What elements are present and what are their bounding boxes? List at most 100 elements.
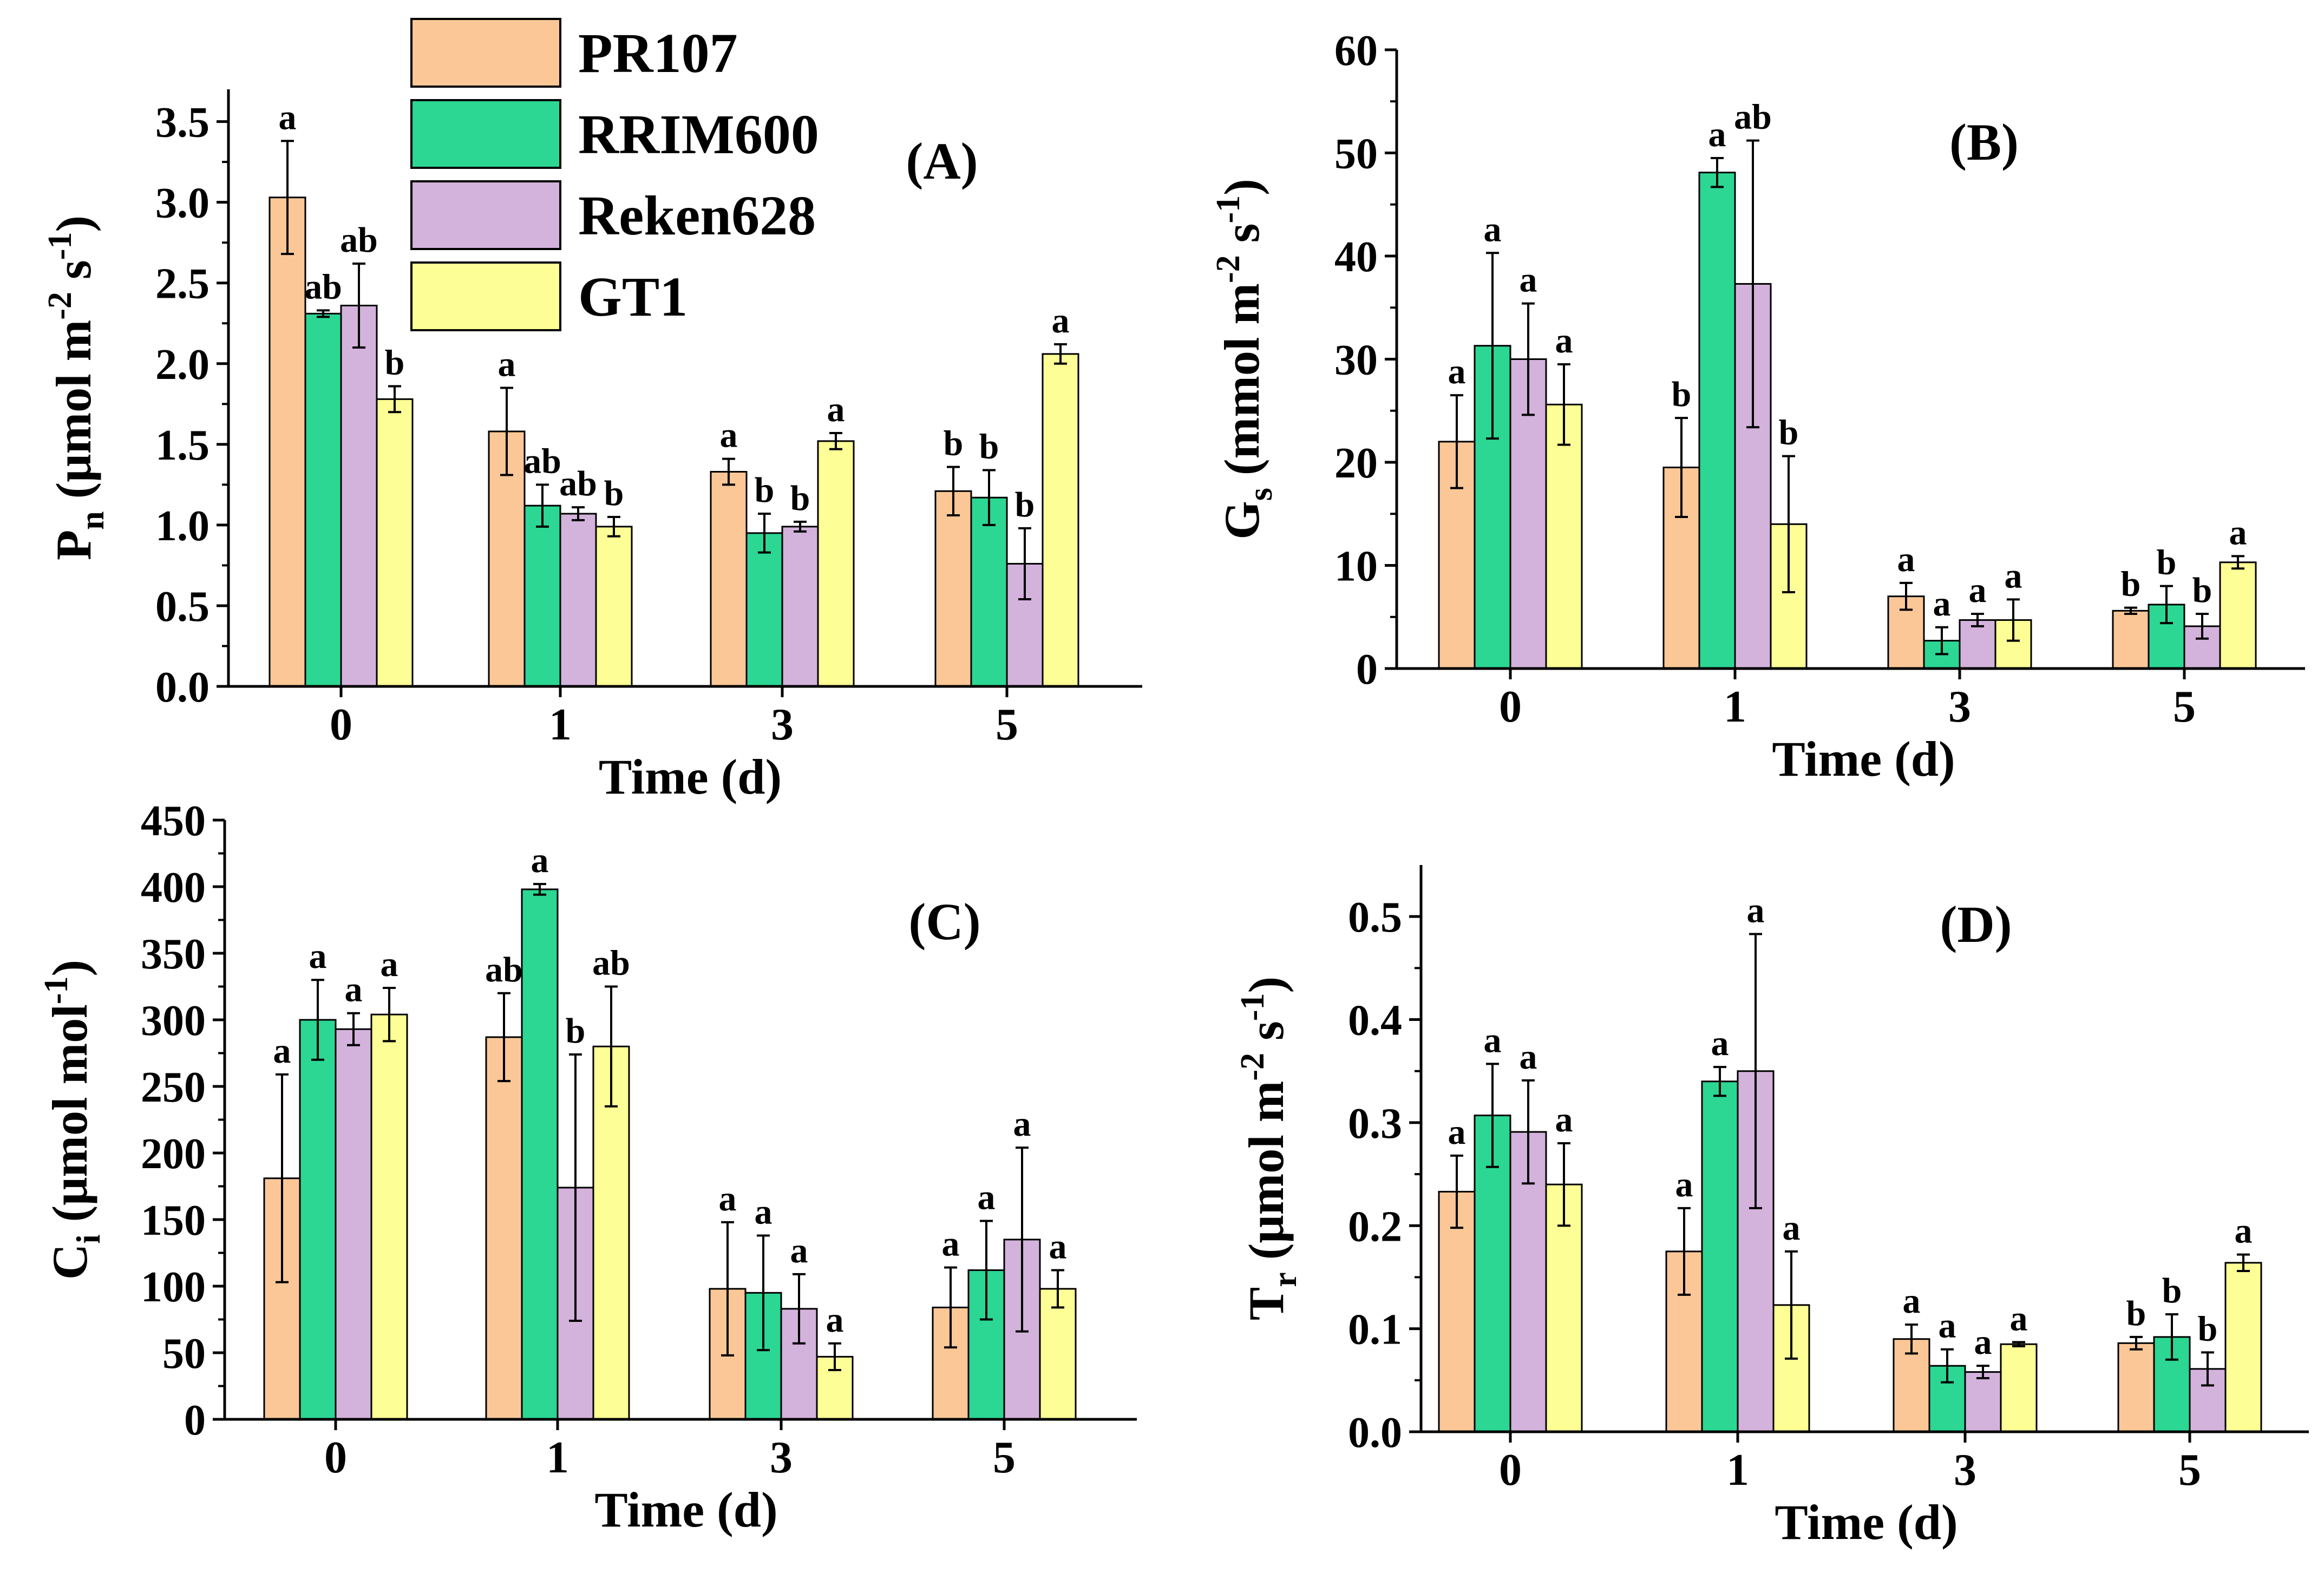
bar-gt1-t5 [2224,1262,2262,1433]
significance-letter: ab [559,464,597,503]
error-bar [828,1342,841,1371]
bar-gt1-t0 [376,398,414,687]
error-bar [1675,417,1688,518]
significance-letter: a [1013,1104,1031,1144]
x-tick-label: 5 [996,699,1018,750]
y-tick-label: 0.4 [1348,997,1402,1045]
bar-gt1-t3 [817,440,855,687]
bar-pr107-t5 [2117,1342,2155,1433]
significance-letter: b [604,474,624,513]
error-bar [2160,585,2173,625]
significance-letter: a [942,1224,960,1264]
significance-letter: a [1933,584,1951,624]
panel-label: (B) [1949,113,2019,171]
x-tick-label: 3 [771,699,794,750]
significance-letter: a [2010,1299,2028,1338]
y-tick-label: 20 [1334,440,1378,487]
error-bar [2012,1341,2025,1347]
error-bar [1450,394,1463,489]
bar-rrim600-t1 [523,505,561,687]
bar-gt1-t0 [370,1013,408,1420]
significance-letter: a [1448,1112,1466,1152]
x-tick-label: 3 [1948,682,1971,732]
y-tick-label: 40 [1334,233,1378,281]
error-bar [722,457,735,486]
significance-letter: a [1484,1020,1502,1060]
significance-letter: b [2126,1294,2146,1333]
legend-label: PR107 [578,22,738,84]
y-tick-label: 200 [141,1130,206,1178]
significance-letter: ab [304,267,342,306]
y-tick-label: 0.5 [155,583,210,631]
error-bar [1711,157,1724,188]
significance-letter: a [719,1179,737,1218]
significance-letter: b [979,427,999,467]
significance-letter: a [1448,352,1466,391]
y-tick-label: 30 [1334,337,1378,384]
y-tick-label: 2.0 [155,341,210,389]
significance-letter: a [1520,1037,1537,1077]
error-bar [793,1273,806,1345]
y-tick-label: 0.3 [1348,1100,1402,1148]
bar-reken628-t3 [1959,619,1996,670]
significance-letter: a [381,945,398,984]
bar-pr107-t5 [934,490,972,687]
error-bar [2196,613,2209,640]
x-tick-label: 5 [993,1432,1016,1483]
bar-gt1-t1 [595,526,633,687]
error-bar [2237,1253,2250,1273]
error-bar [607,515,620,538]
error-bar [497,992,510,1083]
legend-label: GT1 [578,266,688,328]
significance-letter: b [566,1011,586,1051]
legend-item-pr107: PR107 [410,18,738,88]
significance-letter: a [273,1031,291,1071]
significance-letter: a [2229,513,2247,552]
bar-rrim600-t1 [1698,172,1736,670]
error-bar [317,309,330,318]
y-tick-label: 0.0 [1348,1409,1402,1457]
significance-letter: a [309,936,327,976]
error-bar [533,883,546,896]
significance-letter: a [1049,1227,1067,1266]
y-tick-label: 1.0 [155,502,210,550]
legend-swatch [410,99,561,169]
error-bar [1051,1269,1064,1309]
error-bar [1785,1250,1798,1360]
significance-letter: ab [1734,97,1772,137]
error-bar [2124,606,2137,615]
error-bar [944,1266,957,1349]
error-bar [605,985,618,1108]
error-bar [721,1221,734,1357]
error-bar [1976,1365,1989,1380]
error-bar [829,431,842,450]
error-bar [1678,1207,1691,1296]
error-bar [1557,1142,1570,1227]
significance-letter: a [531,841,549,880]
significance-letter: a [1969,571,1987,610]
error-bar [2130,1335,2143,1351]
significance-letter: a [345,970,363,1010]
y-tick-label: 0.5 [1348,894,1402,941]
legend-swatch [410,261,561,331]
x-tick-label: 1 [546,1432,569,1483]
x-axis-title: Time (d) [1775,1495,1958,1550]
y-tick-label: 1.5 [155,422,210,469]
significance-letter: a [1520,260,1537,300]
significance-letter: a [1897,540,1915,579]
significance-letter: b [2157,543,2177,582]
bar-pr107-t3 [710,471,748,687]
error-bar [281,140,294,255]
y-tick-label: 10 [1334,543,1378,591]
significance-letter: a [826,1300,844,1340]
significance-letter: a [279,97,297,137]
significance-letter: a [720,416,738,455]
significance-letter: ab [340,220,378,260]
error-bar [1018,527,1031,601]
y-tick-label: 0.1 [1348,1306,1402,1354]
significance-letter: ab [485,950,523,990]
